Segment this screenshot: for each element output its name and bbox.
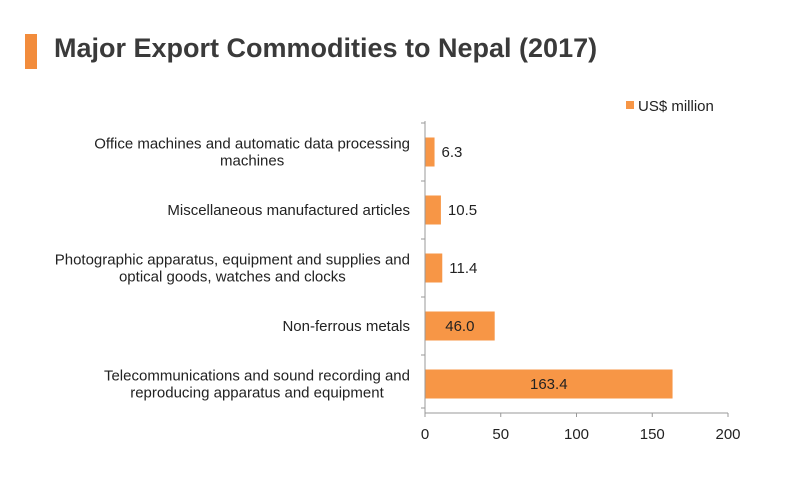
category-label-3: Non-ferrous metals bbox=[282, 318, 410, 335]
category-label-0: Office machines and automatic data proce… bbox=[94, 136, 410, 170]
bar-1 bbox=[425, 195, 441, 225]
axes: 0 50 100 150 200 bbox=[421, 121, 741, 443]
category-labels: Office machines and automatic data proce… bbox=[55, 136, 410, 402]
title-accent-bar bbox=[25, 34, 37, 69]
bar-4 bbox=[425, 369, 673, 399]
bar-2 bbox=[425, 253, 443, 283]
legend: US$ million bbox=[626, 98, 714, 115]
bars bbox=[425, 137, 673, 399]
data-labels: 6.3 10.5 11.4 46.0 163.4 bbox=[442, 144, 568, 393]
data-label-3: 46.0 bbox=[445, 318, 474, 335]
data-label-1: 10.5 bbox=[448, 202, 477, 219]
data-label-4: 163.4 bbox=[530, 376, 568, 393]
x-tick-label-2: 100 bbox=[564, 426, 589, 443]
x-tick-label-1: 50 bbox=[492, 426, 509, 443]
category-label-2: Photographic apparatus, equipment and su… bbox=[55, 252, 410, 286]
x-tick-label-0: 0 bbox=[421, 426, 429, 443]
data-label-0: 6.3 bbox=[442, 144, 463, 161]
legend-swatch bbox=[626, 101, 634, 109]
data-label-2: 11.4 bbox=[449, 260, 477, 277]
category-label-4: Telecommunications and sound recording a… bbox=[104, 368, 410, 402]
x-tick-label-4: 200 bbox=[715, 426, 740, 443]
x-tick-label-3: 150 bbox=[640, 426, 665, 443]
category-label-1: Miscellaneous manufactured articles bbox=[167, 202, 410, 219]
bar-3 bbox=[425, 311, 495, 341]
chart-title: Major Export Commodities to Nepal (2017) bbox=[54, 33, 598, 63]
bar-0 bbox=[425, 137, 435, 167]
legend-label: US$ million bbox=[638, 98, 714, 115]
